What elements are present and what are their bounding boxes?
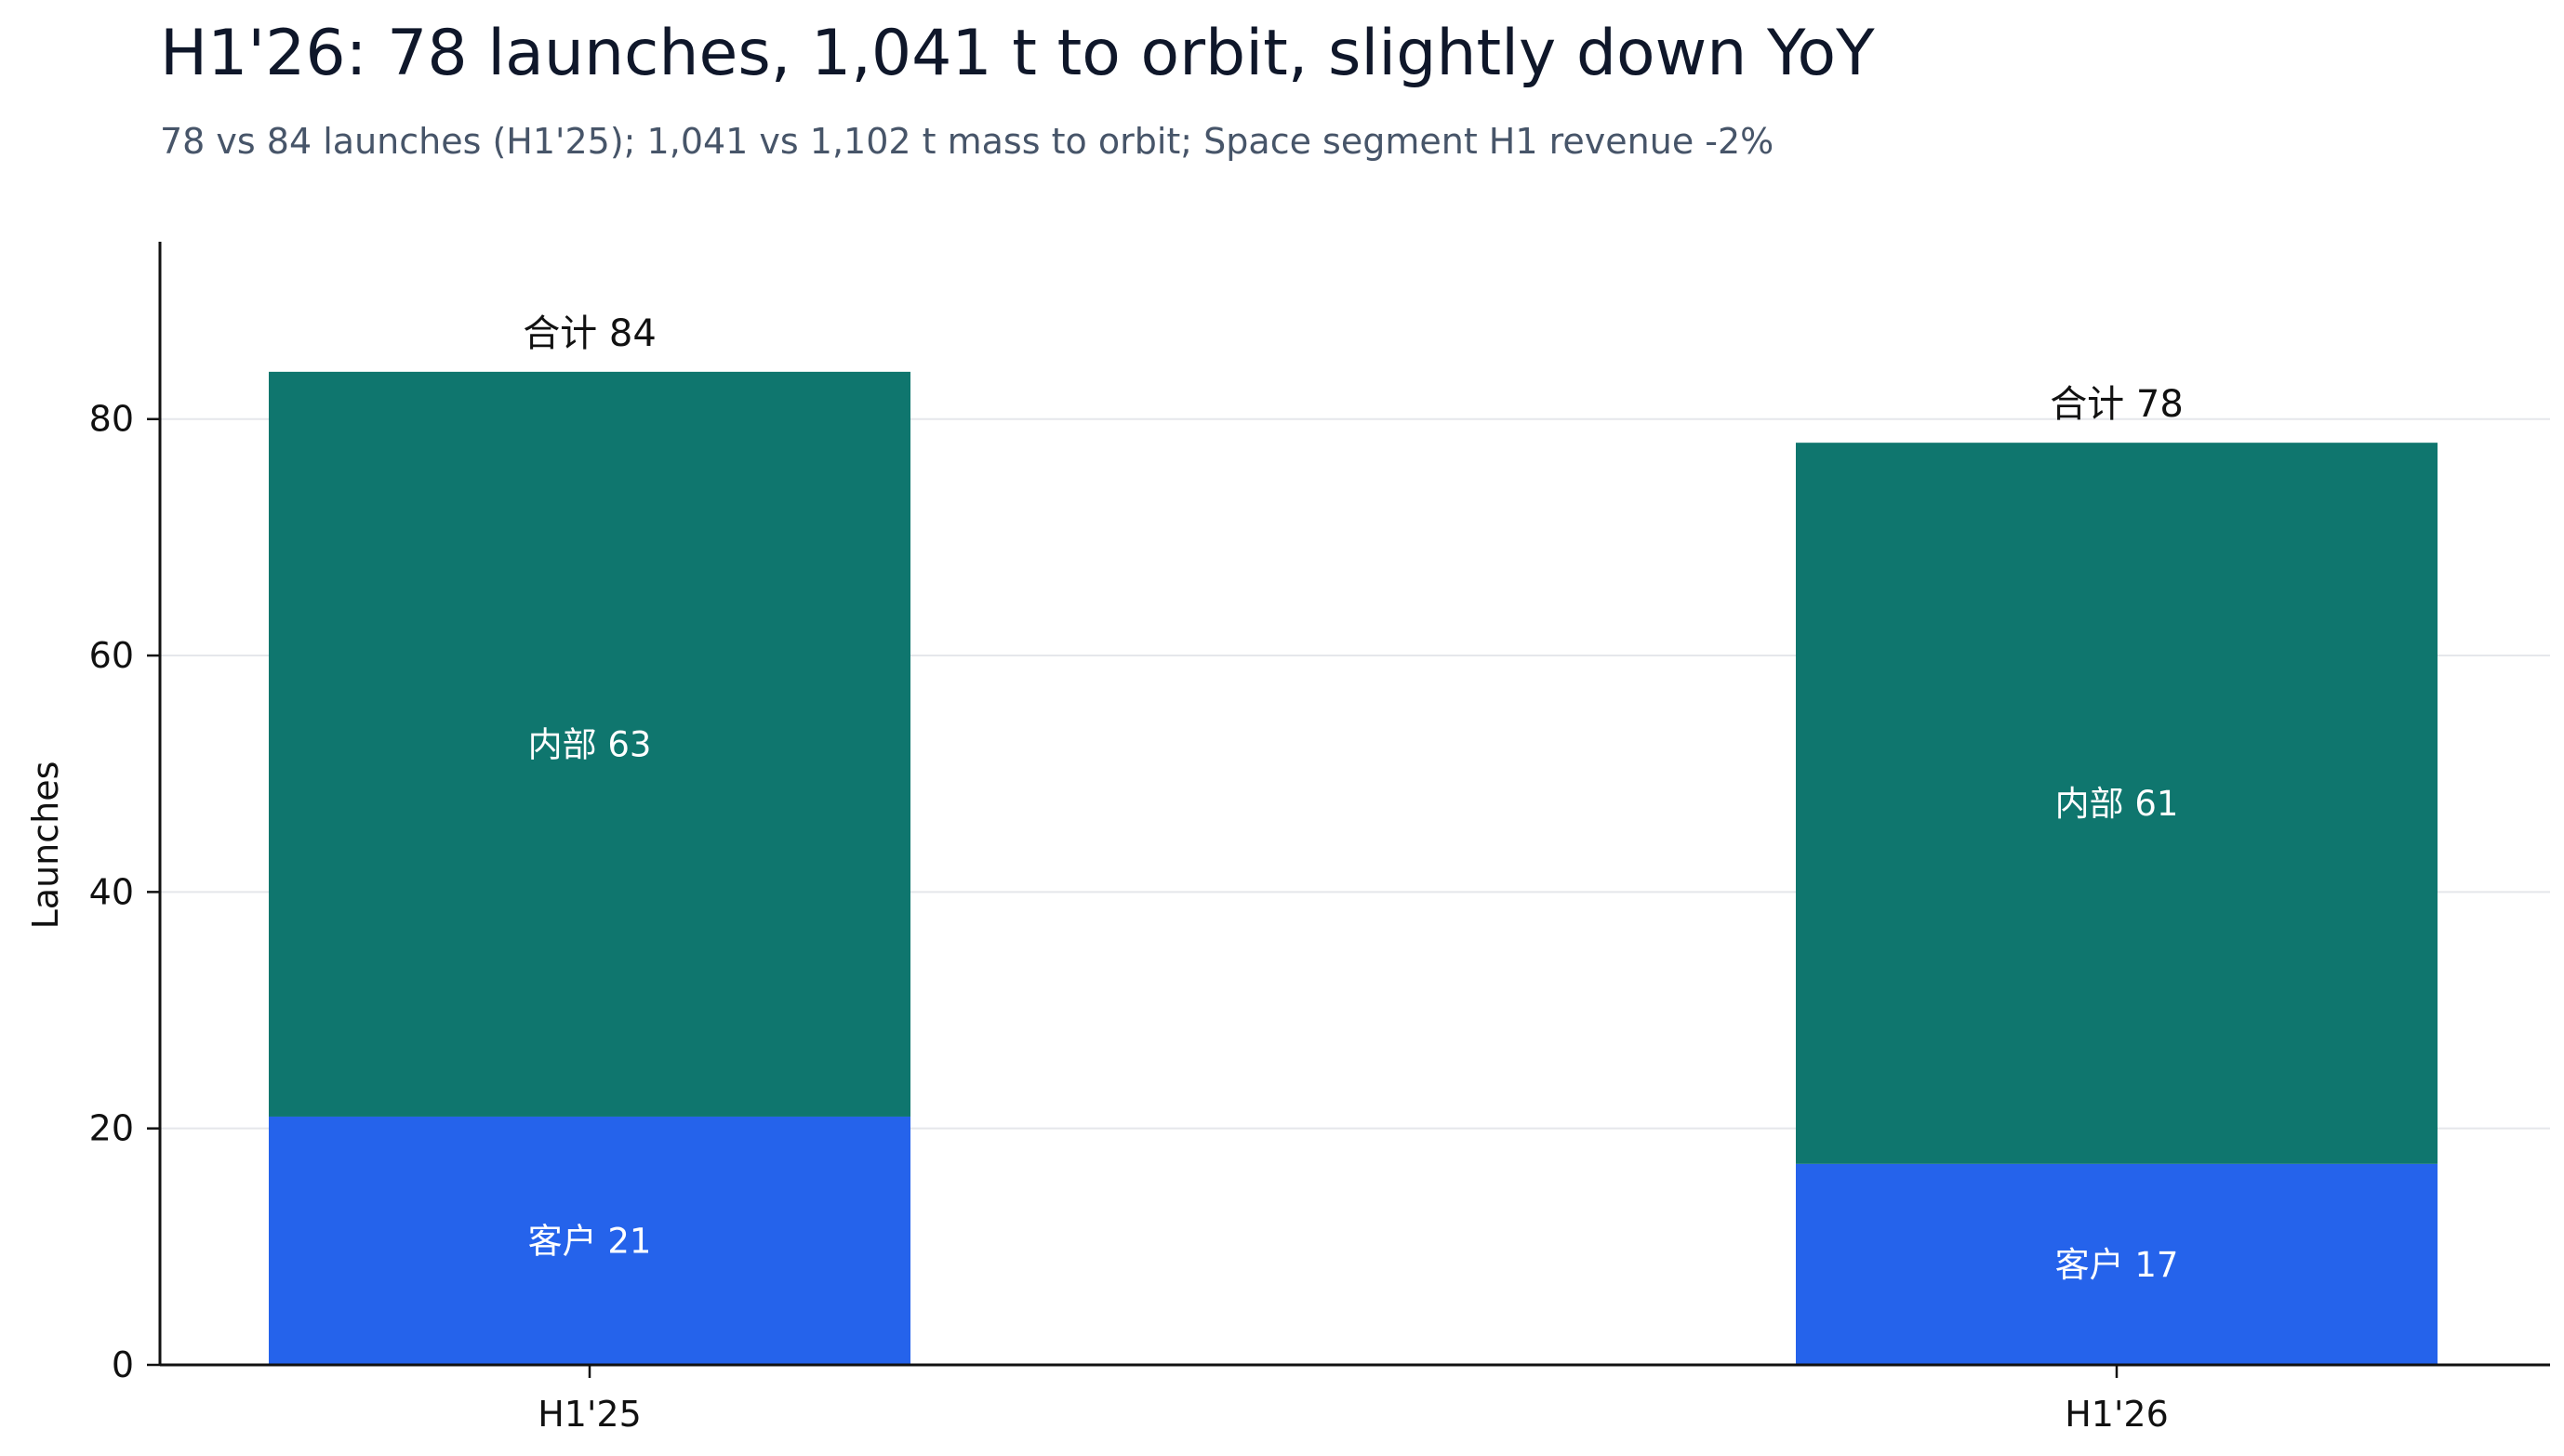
segment-label: 内部 61 (2055, 784, 2179, 824)
bar-segment (269, 371, 910, 1117)
bar-segment (269, 1116, 910, 1365)
bars (269, 371, 2438, 1365)
y-axis-title: Launches (25, 761, 66, 930)
y-tick-label: 20 (89, 1108, 134, 1149)
total-label: 合计 78 (2050, 383, 2184, 426)
bar-segment (1796, 1163, 2438, 1365)
y-tick-label: 80 (89, 399, 134, 440)
segment-label: 客户 17 (2055, 1245, 2179, 1285)
chart-title: H1'26: 78 launches, 1,041 t to orbit, sl… (160, 17, 1875, 90)
axes (147, 242, 2550, 1378)
x-tick-label: H1'25 (538, 1394, 642, 1435)
total-label: 合计 84 (523, 312, 657, 355)
labels: 客户 21 内部 63 合计 84 H1'25 客户 17 内部 61 合计 78 H1'26… (25, 312, 2184, 1435)
segment-label: 内部 63 (528, 724, 652, 764)
segment-label: 客户 21 (528, 1221, 652, 1261)
y-tick-label: 0 (112, 1344, 134, 1385)
y-tick-label: 40 (89, 871, 134, 912)
x-tick-label: H1'26 (2065, 1394, 2169, 1435)
bar-segment (1796, 443, 2438, 1164)
chart-subtitle: 78 vs 84 launches (H1'25); 1,041 vs 1,10… (160, 121, 1774, 162)
y-tick-label: 60 (89, 635, 134, 676)
